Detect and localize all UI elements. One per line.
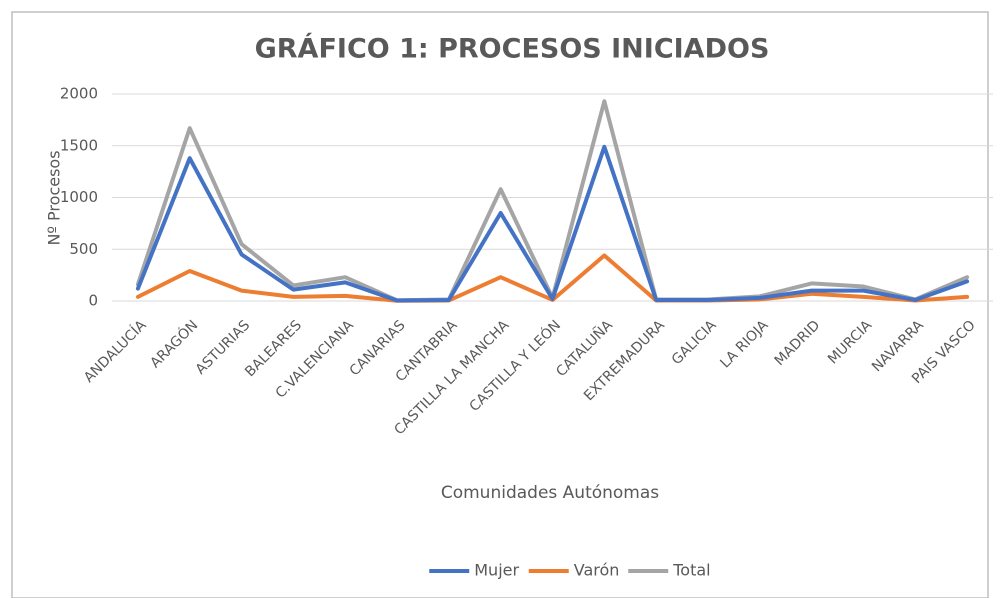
y-tick-label: 500: [69, 240, 98, 258]
chart-title: GRÁFICO 1: PROCESOS INICIADOS: [255, 33, 770, 65]
y-tick-label: 0: [88, 292, 98, 310]
line-series: [135, 144, 970, 303]
legend-label: Varón: [574, 561, 620, 580]
legend-label: Total: [672, 561, 710, 580]
x-axis-title: Comunidades Autónomas: [441, 483, 659, 503]
chart-frame: [11, 11, 989, 598]
y-tick-label: 1000: [60, 188, 98, 206]
y-tick-label: 1500: [60, 136, 98, 154]
y-axis-title: Nº Procesos: [45, 150, 64, 245]
legend-label: Mujer: [474, 561, 519, 580]
y-tick-label: 2000: [60, 85, 98, 103]
